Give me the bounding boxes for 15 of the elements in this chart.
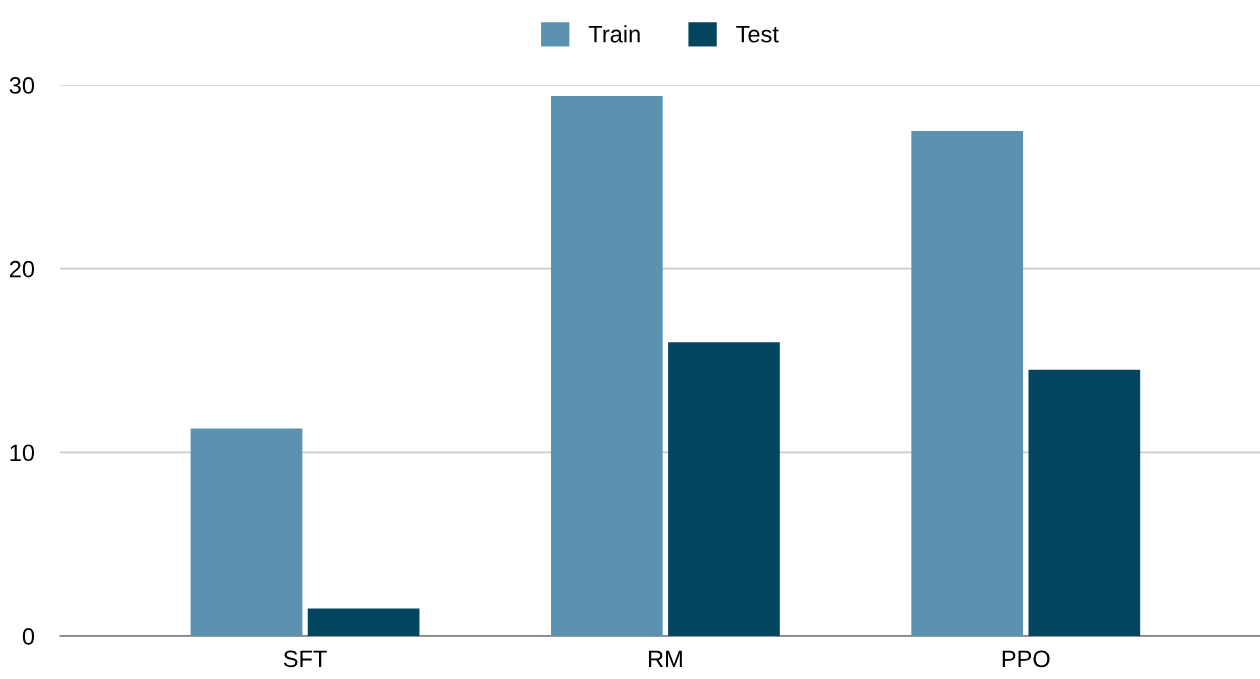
bar	[1028, 369, 1141, 636]
x-tick-label: PPO	[1002, 650, 1050, 668]
y-tick-label: 10	[10, 444, 35, 462]
bar	[307, 608, 420, 636]
legend-label: Test	[736, 26, 779, 43]
x-tick-label: SFT	[283, 650, 327, 668]
y-tick-label: 30	[9, 77, 35, 94]
y-tick-label: 20	[9, 260, 35, 278]
bar	[190, 428, 303, 636]
x-tick-label: RM	[648, 650, 682, 667]
bar	[911, 130, 1024, 636]
bar	[550, 96, 663, 636]
legend-label: Train	[588, 25, 640, 43]
y-tick-label: 0	[22, 628, 35, 645]
bar	[668, 342, 780, 636]
